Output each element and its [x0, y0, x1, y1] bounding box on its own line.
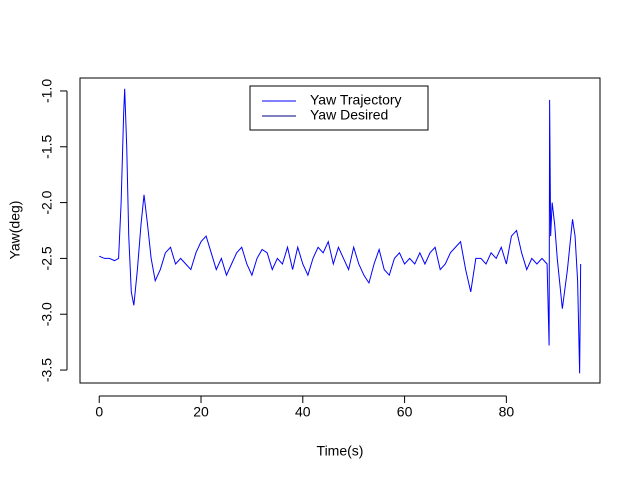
legend-label: Yaw Trajectory — [310, 92, 402, 108]
legend-box — [249, 85, 429, 131]
x-tick-label: 40 — [295, 404, 311, 420]
y-tick-label: -1.5 — [39, 134, 55, 158]
y-tick-label: -3.5 — [39, 358, 55, 382]
x-tick-label: 20 — [193, 404, 209, 420]
x-tick-label: 0 — [95, 404, 103, 420]
y-tick-label: -2.0 — [39, 190, 55, 214]
y-tick-label: -3.0 — [39, 302, 55, 326]
y-axis-label: Yaw(deg) — [7, 201, 23, 260]
y-tick-label: -1.0 — [39, 79, 55, 103]
series-line — [99, 88, 582, 374]
x-axis-label: Time(s) — [317, 443, 364, 459]
x-tick-label: 80 — [499, 404, 515, 420]
legend-label: Yaw Desired — [310, 107, 388, 123]
y-tick-label: -2.5 — [39, 246, 55, 270]
plot-frame — [79, 77, 601, 384]
x-tick-label: 60 — [397, 404, 413, 420]
